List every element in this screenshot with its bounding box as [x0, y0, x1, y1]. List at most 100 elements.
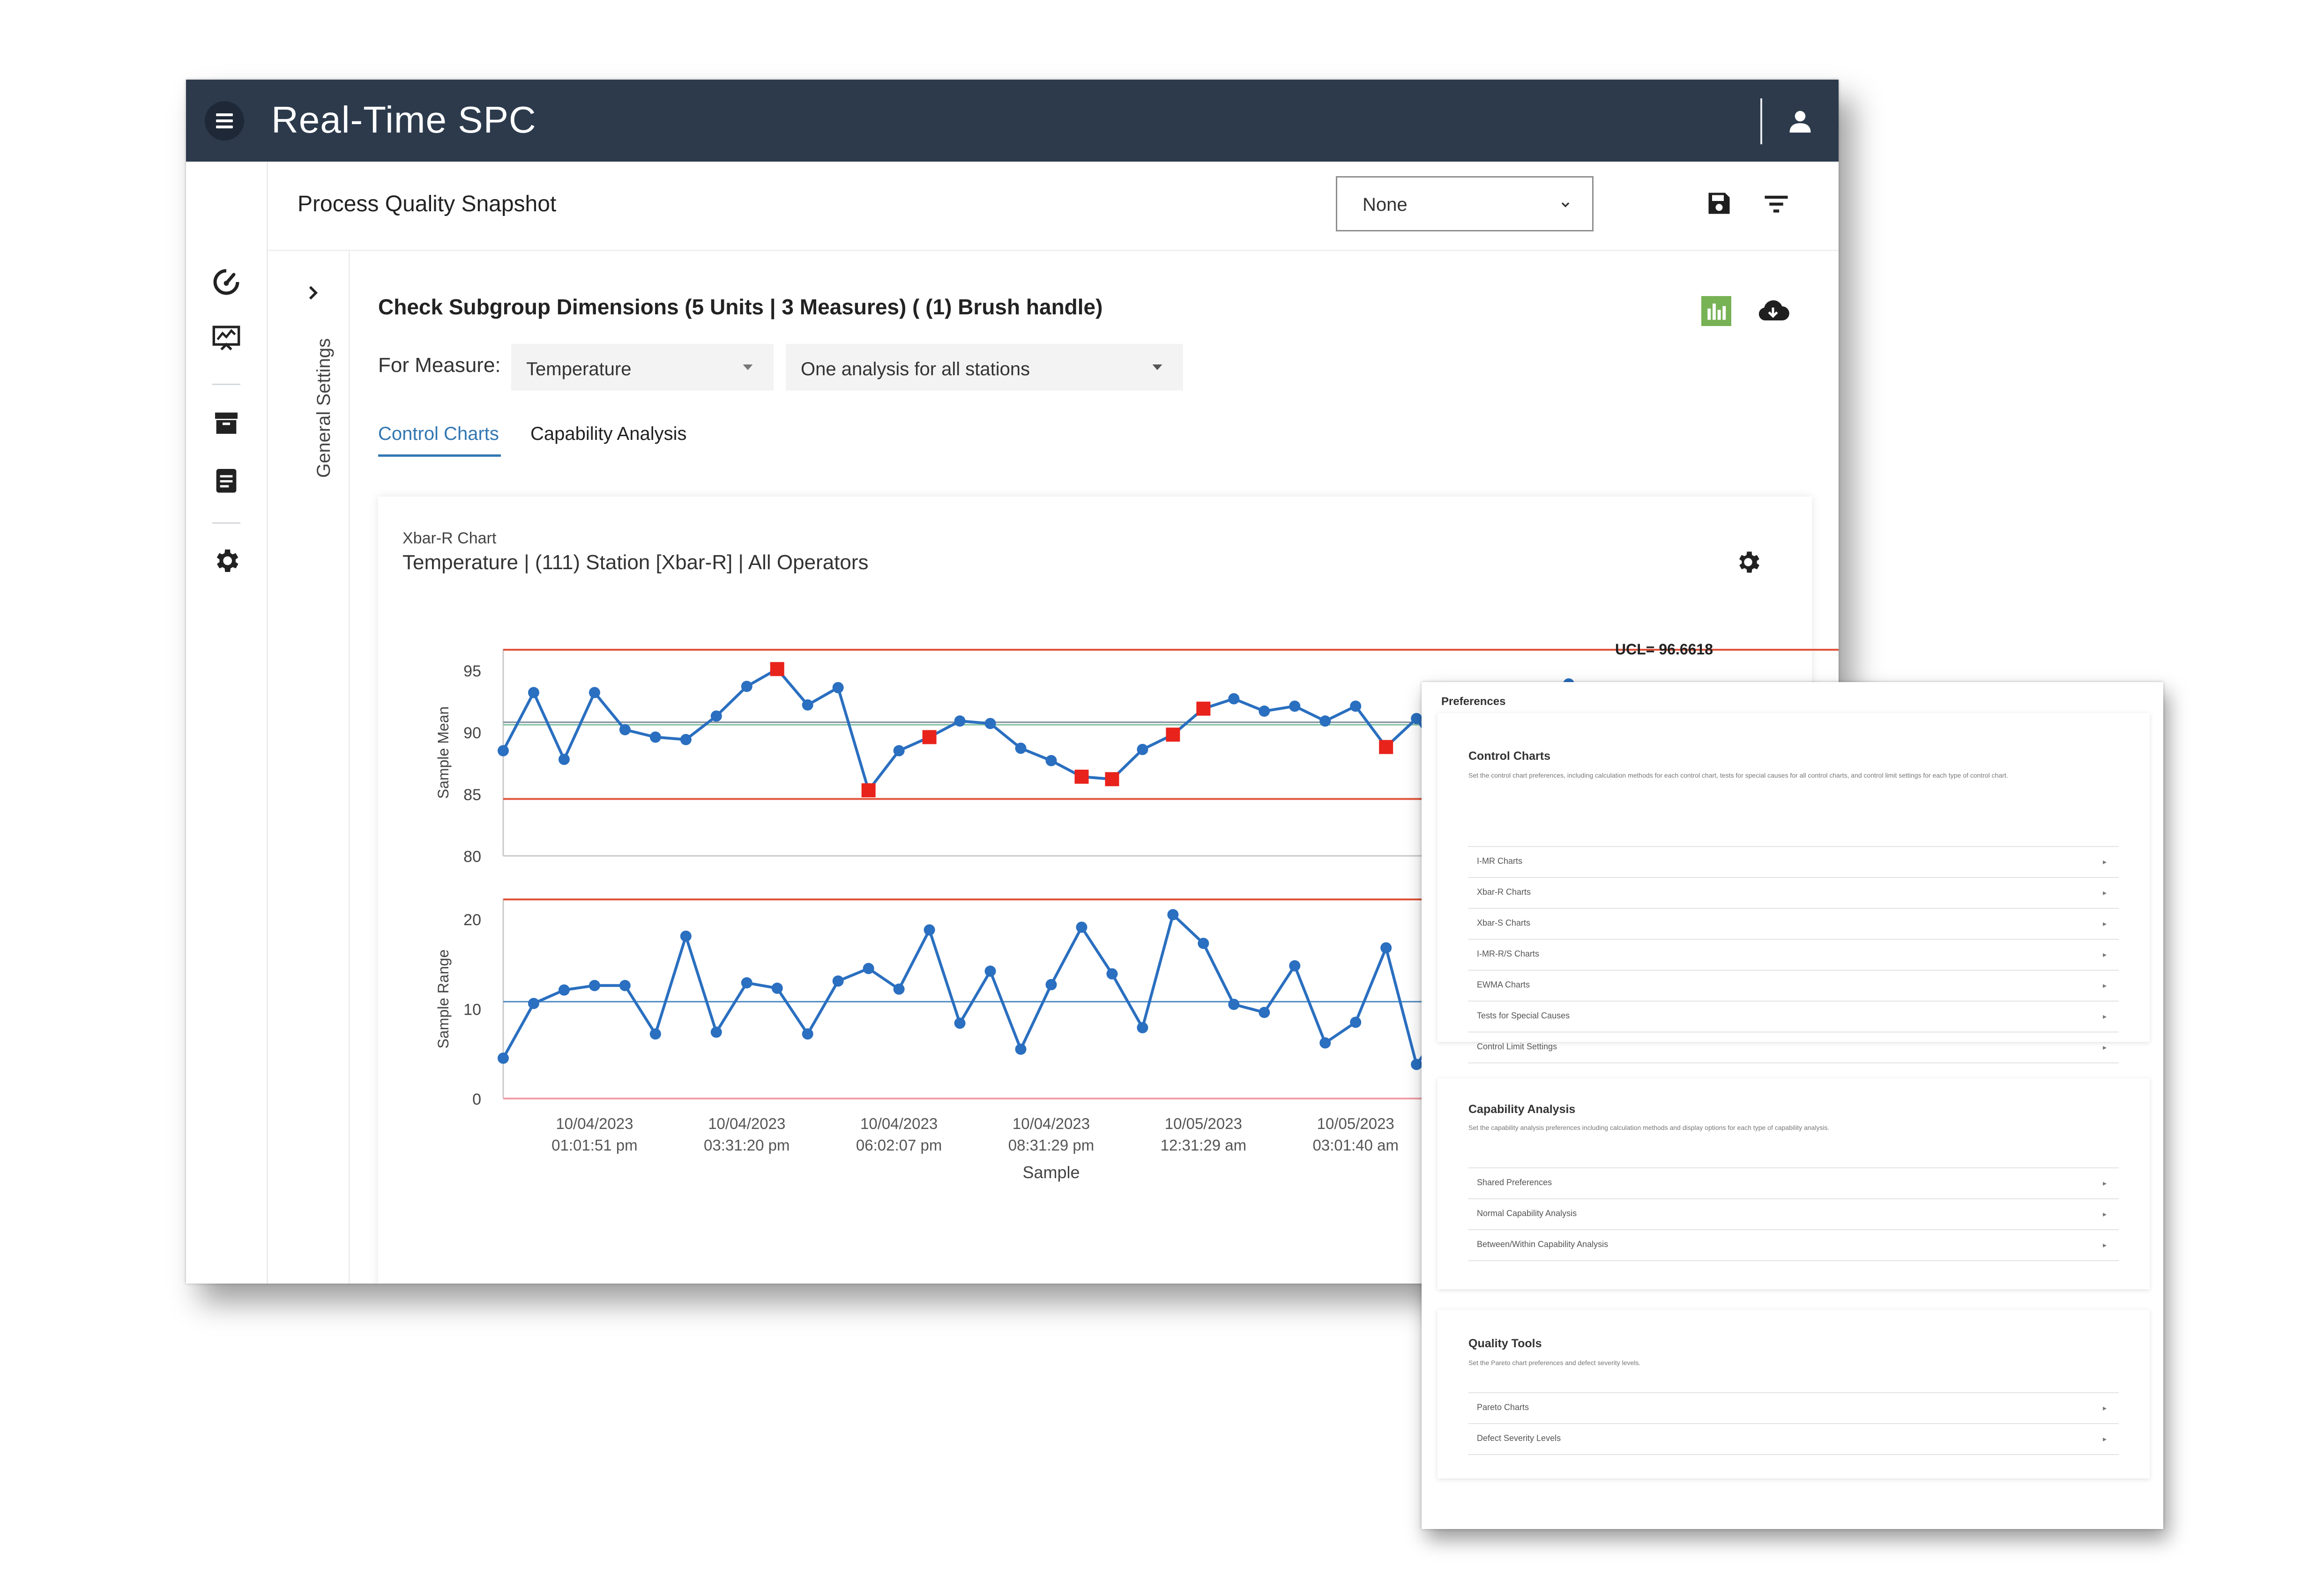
data-point	[1259, 1007, 1270, 1018]
clipboard-icon[interactable]	[211, 465, 241, 495]
rail-separator	[212, 522, 240, 524]
x-tick-date: 10/05/2023	[1317, 1115, 1394, 1132]
preferences-section: Capability Analysis Set the capability an…	[1438, 1078, 2150, 1289]
bar-chart-icon[interactable]	[1701, 296, 1731, 326]
tab-capability-analysis[interactable]: Capability Analysis	[530, 423, 687, 444]
data-point	[741, 681, 752, 692]
view-select[interactable]: None	[1336, 176, 1594, 231]
xbar-r-chart: 80 85 90 95 Sample Mean UCL= 96.6618 0 10 20 Samp…	[435, 641, 1839, 1182]
archive-box-icon[interactable]	[211, 408, 241, 438]
chevron-right-icon: ▸	[2102, 982, 2107, 990]
menu-button[interactable]	[205, 101, 244, 141]
preferences-item[interactable]: Normal Capability Analysis ▸	[1468, 1198, 2119, 1228]
app-header: Real-Time SPC	[186, 80, 1839, 162]
measure-select-value: Temperature	[526, 359, 632, 379]
preferences-item[interactable]: I-MR-R/S Charts ▸	[1468, 939, 2119, 969]
x-tick-time: 01:01:51 pm	[551, 1136, 637, 1154]
data-point	[984, 718, 996, 729]
report-title: Check Subgroup Dimensions (5 Units | 3 M…	[378, 295, 1103, 319]
data-point	[649, 731, 661, 743]
preferences-item[interactable]: Control Limit Settings ▸	[1468, 1032, 2119, 1062]
preferences-item[interactable]: Between/Within Capability Analysis ▸	[1468, 1229, 2119, 1259]
data-point	[588, 980, 600, 991]
data-point	[1350, 700, 1362, 712]
data-point	[832, 975, 844, 987]
chevron-down-icon	[1561, 202, 1570, 208]
preferences-item-label: I-MR Charts	[1477, 856, 1523, 866]
cloud-download-icon[interactable]	[1757, 297, 1789, 325]
header-divider	[1760, 98, 1762, 144]
preferences-item[interactable]: Shared Preferences ▸	[1468, 1167, 2119, 1197]
data-point	[1411, 713, 1423, 724]
data-point	[1319, 715, 1331, 727]
data-point	[528, 687, 539, 698]
data-point	[1289, 700, 1301, 712]
floppy-disk-icon[interactable]	[1705, 189, 1733, 217]
preferences-item-label: Tests for Special Causes	[1477, 1011, 1570, 1020]
data-point	[771, 982, 783, 994]
analysis-select[interactable]: One analysis for all stations	[786, 344, 1183, 391]
data-point	[1137, 743, 1148, 755]
data-point	[498, 1052, 509, 1064]
preferences-item[interactable]: Defect Severity Levels ▸	[1468, 1423, 2119, 1453]
preferences-item-label: Shared Preferences	[1477, 1178, 1552, 1187]
preferences-section-description: Set the capability analysis preferences …	[1468, 1124, 1830, 1131]
left-nav-rail	[186, 162, 267, 1284]
filter-icon[interactable]	[1762, 191, 1790, 216]
y-tick-label: 90	[463, 724, 481, 742]
preferences-item-label: Normal Capability Analysis	[1477, 1209, 1577, 1218]
data-point	[863, 963, 874, 974]
chevron-right-icon: ▸	[2102, 951, 2107, 959]
data-point	[498, 745, 509, 757]
preferences-title: Preferences	[1441, 695, 1506, 708]
app-title: Real-Time SPC	[271, 99, 536, 141]
data-point	[893, 745, 905, 757]
measure-select[interactable]: Temperature	[511, 344, 774, 391]
measure-label: For Measure:	[378, 354, 501, 377]
y-axis-label: Sample Range	[435, 950, 452, 1049]
preferences-item[interactable]: Xbar-S Charts ▸	[1468, 908, 2119, 938]
x-tick-date: 10/04/2023	[708, 1115, 785, 1132]
preferences-panel: Preferences Control Charts Set the contro…	[1422, 682, 2163, 1529]
speedometer-icon[interactable]	[211, 267, 241, 297]
preferences-item-label: I-MR-R/S Charts	[1477, 949, 1540, 958]
data-point	[1259, 705, 1270, 717]
data-point	[680, 930, 692, 942]
data-point	[893, 983, 905, 995]
x-axis-label: Sample	[1022, 1163, 1080, 1182]
chevron-right-icon[interactable]	[301, 281, 325, 304]
out-of-control-point	[1105, 772, 1119, 787]
preferences-item[interactable]: Xbar-R Charts ▸	[1468, 877, 2119, 907]
chevron-right-icon: ▸	[2102, 889, 2107, 897]
preferences-item-label: Pareto Charts	[1477, 1403, 1529, 1412]
preferences-item-label: Defect Severity Levels	[1477, 1433, 1561, 1443]
preferences-item[interactable]: Pareto Charts ▸	[1468, 1392, 2119, 1422]
data-point	[619, 724, 631, 735]
gear-icon[interactable]	[1734, 548, 1762, 576]
tab-control-charts[interactable]: Control Charts	[378, 423, 499, 444]
preferences-item-label: Xbar-S Charts	[1477, 918, 1531, 928]
y-tick-label: 20	[463, 911, 481, 929]
preferences-section-title: Capability Analysis	[1468, 1103, 1576, 1116]
data-point	[1015, 1043, 1027, 1055]
chevron-right-icon: ▸	[2102, 920, 2107, 928]
preferences-section: Control Charts Set the control chart pref…	[1438, 713, 2150, 1063]
chevron-right-icon: ▸	[2102, 1435, 2107, 1443]
preferences-item[interactable]: EWMA Charts ▸	[1468, 970, 2119, 1000]
data-point	[588, 687, 600, 698]
user-icon[interactable]	[1786, 107, 1814, 135]
monitor-chart-icon[interactable]	[211, 323, 241, 353]
data-point	[649, 1028, 661, 1040]
chevron-right-icon: ▸	[2102, 1180, 2107, 1188]
preferences-item[interactable]: I-MR Charts ▸	[1468, 846, 2119, 876]
preferences-item[interactable]: Tests for Special Causes ▸	[1468, 1001, 2119, 1031]
out-of-control-point	[1074, 769, 1089, 784]
preferences-item-label: Between/Within Capability Analysis	[1477, 1240, 1609, 1249]
data-point	[1045, 755, 1057, 766]
chart-subtitle: Temperature | (111) Station [Xbar-R] | A…	[402, 551, 869, 574]
chevron-right-icon: ▸	[2102, 1404, 2107, 1412]
gear-icon[interactable]	[211, 546, 241, 576]
active-tab-indicator	[378, 454, 501, 457]
preferences-section-title: Quality Tools	[1468, 1337, 1542, 1350]
data-point	[984, 965, 996, 977]
